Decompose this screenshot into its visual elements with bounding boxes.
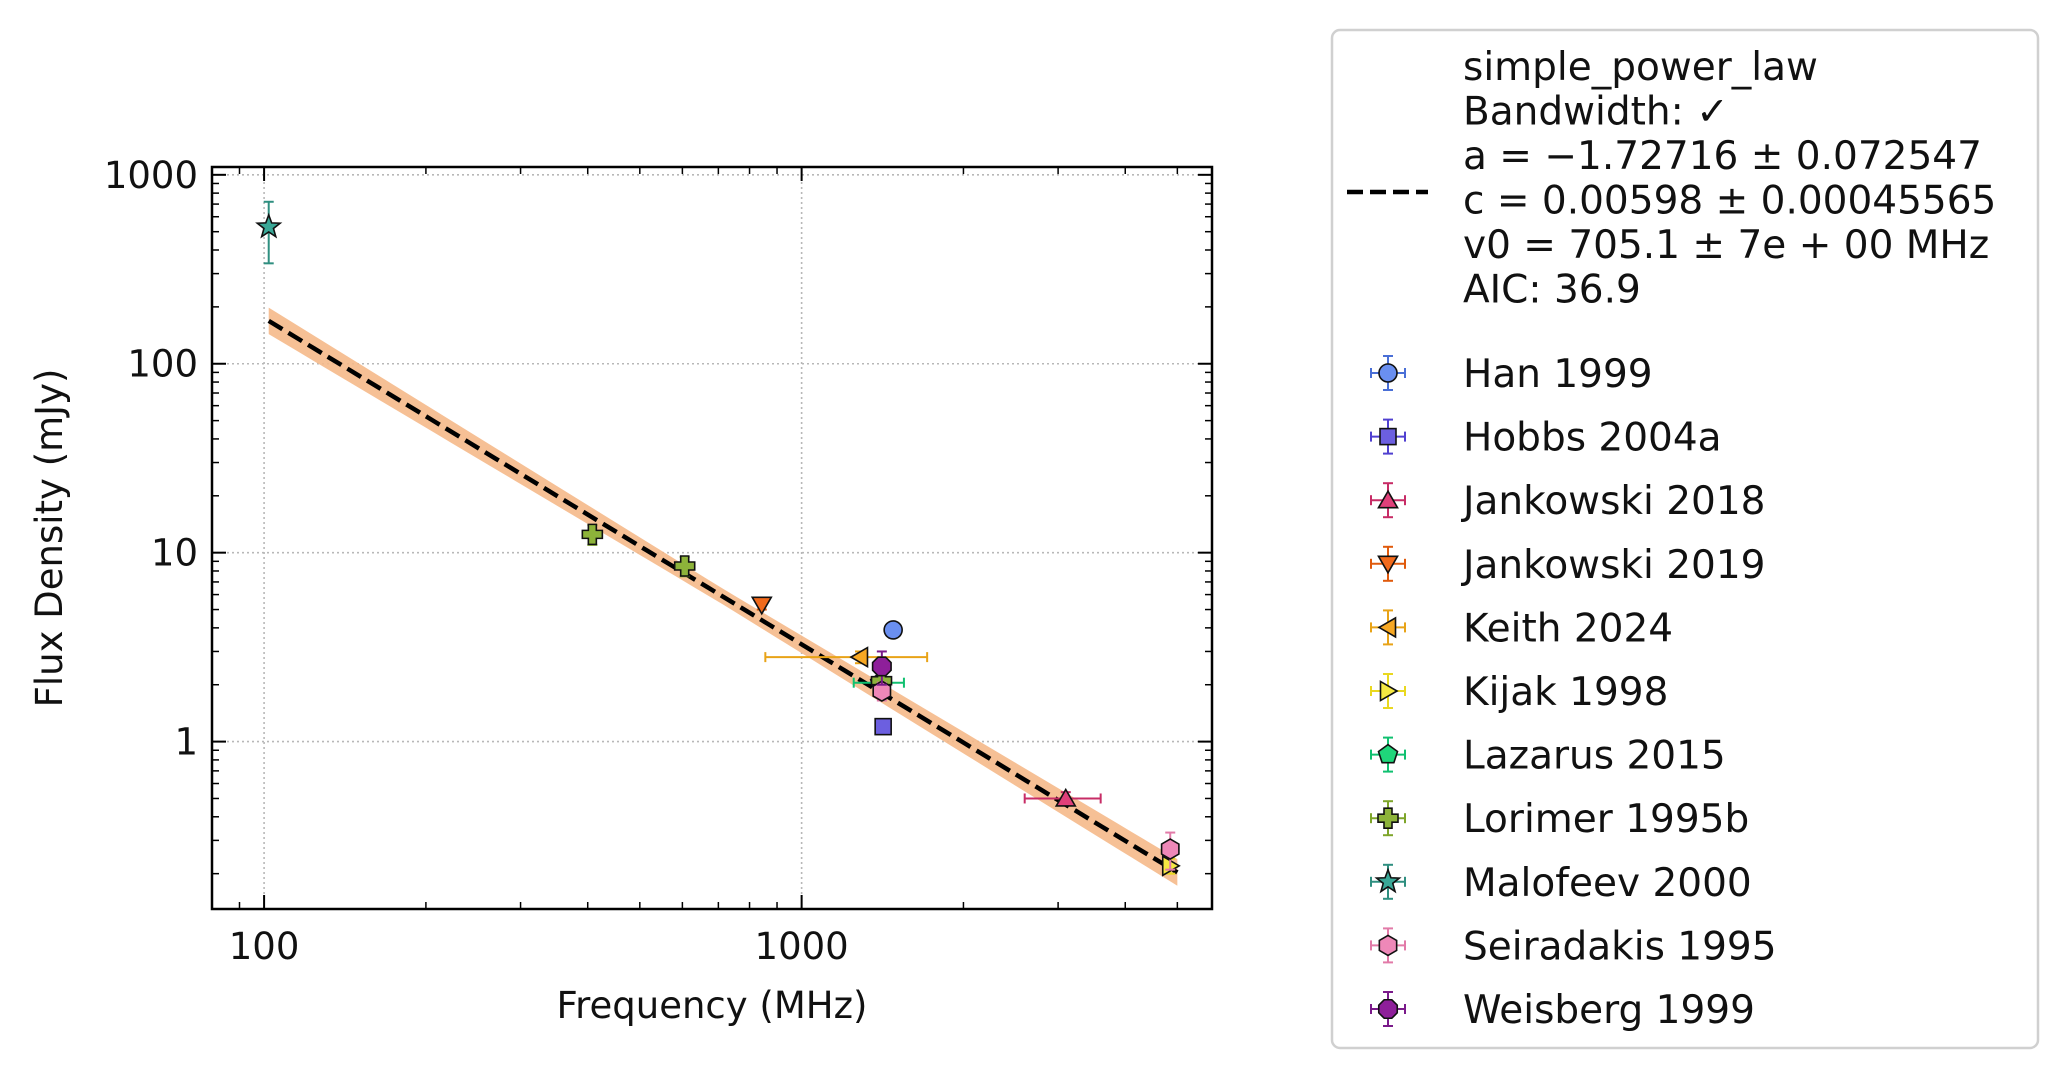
legend-frame — [1330, 28, 2040, 1050]
legend-label: Seiradakis 1995 — [1463, 924, 1777, 969]
legend-marker — [1377, 555, 1399, 575]
legend-fit-label-line: v0 = 705.1 ± 7e + 00 MHz — [1463, 223, 1989, 268]
series-weisberg-1999 — [871, 650, 892, 686]
data-point — [849, 646, 869, 669]
legend-label: Malofeev 2000 — [1463, 861, 1752, 906]
legend-entry: Han 1999 — [1370, 352, 1653, 397]
axis-ticks — [211, 167, 1212, 909]
legend-marker — [1374, 867, 1402, 894]
legend-entry: Hobbs 2004a — [1370, 416, 1722, 461]
legend-label: Lazarus 2015 — [1463, 734, 1726, 779]
x-axis-label: Frequency (MHz) — [557, 984, 868, 1027]
data-point — [883, 620, 903, 640]
y-axis-label: Flux Density (mJy) — [28, 369, 71, 708]
series-malofeev-2000 — [255, 200, 283, 265]
legend-marker — [1379, 680, 1399, 702]
tick-labels: 100 1000 1 10 100 1000 — [104, 154, 849, 968]
legend-marker — [1377, 743, 1399, 764]
y-tick-label: 10 — [151, 532, 198, 575]
legend-entry: Jankowski 2018 — [1370, 479, 1765, 524]
legend-entry: Lazarus 2015 — [1370, 734, 1726, 779]
series-hobbs-2004a — [874, 717, 892, 736]
legend-entry: Lorimer 1995b — [1370, 797, 1749, 842]
grid — [212, 167, 1212, 909]
series-han-1999 — [883, 620, 903, 640]
legend-marker — [1379, 427, 1397, 446]
legend-entry: Weisberg 1999 — [1370, 988, 1755, 1033]
legend-label: Jankowski 2019 — [1460, 543, 1765, 588]
legend-fit-label-line: AIC: 36.9 — [1463, 268, 1641, 313]
legend-label: Weisberg 1999 — [1463, 988, 1755, 1033]
data-point — [255, 212, 283, 239]
data-point — [1054, 787, 1077, 807]
series-jankowski-2018 — [1023, 787, 1102, 807]
legend-label: Keith 2024 — [1463, 606, 1673, 651]
series-seiradakis-1995 — [872, 680, 1180, 871]
legend-label: Lorimer 1995b — [1463, 797, 1749, 842]
data-points — [255, 200, 1181, 877]
fit-line — [267, 318, 1179, 875]
data-point — [871, 656, 892, 677]
y-tick-label: 100 — [127, 343, 198, 386]
legend-marker — [1377, 489, 1399, 509]
legend-entry: Keith 2024 — [1370, 606, 1673, 651]
legend-marker — [1377, 616, 1397, 639]
legend-label: Kijak 1998 — [1463, 670, 1668, 715]
legend-marker — [1378, 934, 1398, 957]
fit-layer — [267, 307, 1179, 886]
legend-fit-label-line: simple_power_law — [1463, 45, 1818, 90]
data-point — [872, 680, 892, 703]
legend-marker — [1378, 363, 1398, 383]
legend-marker — [1377, 998, 1399, 1020]
legend-entry: Jankowski 2019 — [1370, 543, 1765, 588]
series-keith-2024 — [764, 646, 929, 669]
x-tick-label: 100 — [229, 925, 300, 968]
legend-entry: Kijak 1998 — [1370, 670, 1668, 715]
legend-marker — [1377, 807, 1399, 830]
series-jankowski-2019 — [750, 596, 773, 616]
legend-entry: Seiradakis 1995 — [1370, 924, 1777, 969]
legend-series-entries: Han 1999 Hobbs 2004a Jankowski 2018 Jankows… — [1370, 352, 1777, 1033]
legend-label: Jankowski 2018 — [1460, 479, 1765, 524]
legend-fit-label-line: c = 0.00598 ± 0.00045565 — [1463, 179, 1996, 224]
legend-entry: Malofeev 2000 — [1370, 861, 1752, 906]
data-point — [1160, 838, 1180, 860]
plot-frame — [210, 165, 1214, 911]
y-tick-label: 1 — [174, 721, 198, 764]
data-point — [874, 717, 892, 736]
x-tick-label: 1000 — [755, 925, 849, 968]
legend-fit-label-line: Bandwidth: ✓ — [1463, 90, 1729, 135]
data-point — [581, 523, 604, 546]
data-point — [750, 596, 773, 616]
data-point — [673, 555, 696, 577]
legend-label: Hobbs 2004a — [1463, 416, 1722, 461]
legend-label: Han 1999 — [1463, 352, 1653, 397]
legend-fit-label-line: a = −1.72716 ± 0.072547 — [1463, 134, 1982, 179]
y-tick-label: 1000 — [104, 154, 198, 197]
